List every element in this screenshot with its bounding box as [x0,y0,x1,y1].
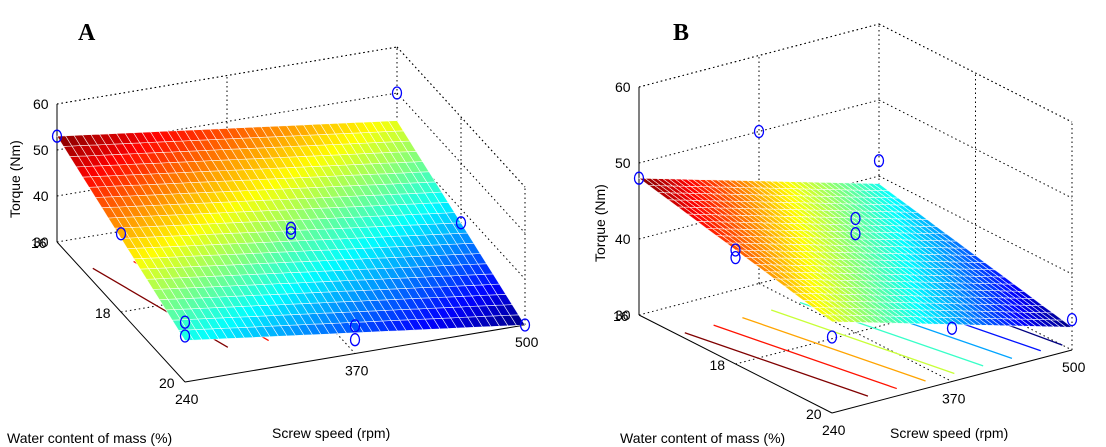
data-point [850,227,861,241]
z-tick-label: 50 [615,155,631,171]
data-point [873,154,885,168]
x-tick-label: 370 [345,363,369,379]
y-tick-label: 16 [31,235,47,251]
data-point [285,226,297,240]
contour-line [742,316,926,382]
grid-line [758,283,953,382]
panel-b-label: B [673,20,689,46]
grid-line [638,251,880,316]
y-tick-label: 20 [159,375,175,391]
data-point [633,171,645,185]
grid-line [638,23,880,88]
data-point [285,221,297,235]
panel-a-xlabel: Screw speed (rpm) [272,425,390,441]
panel-b-surface [638,177,1073,328]
axis-line [831,349,1073,414]
data-point [730,243,741,257]
z-tick-label: 60 [615,79,631,95]
grid-line [56,92,398,151]
contour-line [713,324,897,390]
contour-line [684,332,869,397]
data-point [730,250,741,265]
x-tick-label: 370 [942,391,966,407]
data-point [753,124,765,139]
y-tick-label: 16 [613,308,629,324]
grid-line [878,99,1073,199]
panel-a-ylabel: Water content of mass (%) [7,430,172,446]
grid-line [638,99,880,164]
z-tick-label: 30 [33,234,49,250]
z-tick-label: 50 [33,142,49,158]
grid-line [638,175,880,240]
data-point [826,330,838,344]
axis-line [638,314,833,414]
y-tick-label: 18 [710,357,726,373]
panel-b-zlabel: Torque (Nm) [592,184,608,262]
z-tick-label: 40 [33,188,49,204]
grid-line [878,23,1073,123]
surface-cell [872,183,890,192]
data-point [179,329,191,343]
panel-b-ylabel: Water content of mass (%) [620,430,785,446]
grid-line [396,46,526,188]
panel-a-zlabel: Torque (Nm) [7,140,23,218]
grid-line [878,175,1073,275]
x-tick-label: 240 [822,422,846,438]
data-point [850,211,861,226]
data-point [179,315,191,329]
data-point [349,319,361,333]
axis-line [184,324,526,383]
surface-cell [387,120,404,132]
data-point [1066,312,1078,327]
panel-a-surface [56,120,526,341]
data-point [349,333,361,347]
y-tick-label: 18 [95,305,111,321]
y-tick-label: 20 [806,406,822,422]
grid-line [396,92,526,234]
x-tick-label: 500 [1062,359,1086,375]
data-point [51,129,63,143]
z-tick-label: 40 [615,231,631,247]
data-point [946,321,958,335]
grid-line [735,300,976,365]
contour-line [770,309,955,375]
panel-b-points [633,124,1078,344]
data-point [115,227,127,241]
z-tick-label: 30 [615,307,631,323]
axis-line [56,241,186,383]
z-tick-label: 60 [33,96,49,112]
x-tick-label: 500 [515,334,539,350]
data-point [519,318,531,332]
panel-a-label: A [78,20,96,46]
x-tick-label: 240 [175,391,199,407]
data-point [455,216,467,230]
grid-line [56,46,398,105]
panel-b-xlabel: Screw speed (rpm) [890,425,1008,441]
data-point [391,86,403,100]
panel-a-points [51,86,531,347]
